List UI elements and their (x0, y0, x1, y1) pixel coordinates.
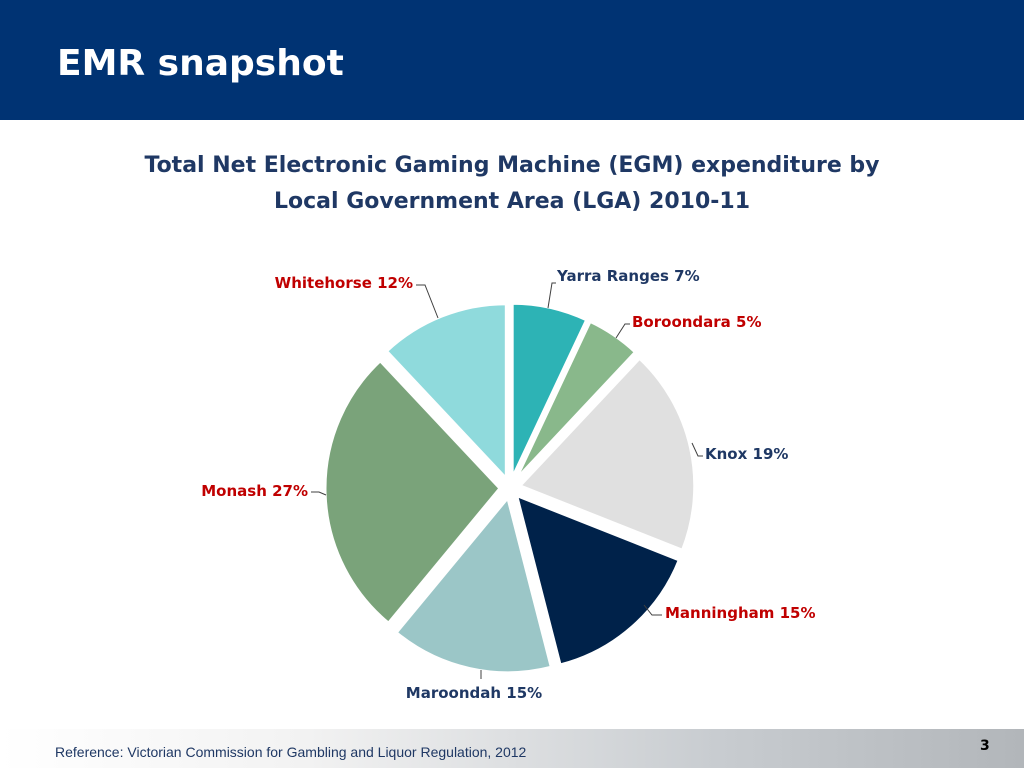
pie-slice-monash (323, 358, 503, 626)
page-number: 3 (980, 738, 990, 754)
leader-line-yarra-ranges (547, 282, 556, 309)
leader-line-knox (691, 442, 703, 457)
slice-label-yarra-ranges: Yarra Ranges 7% (556, 267, 700, 285)
slide-title: EMR snapshot (57, 43, 344, 84)
pie-slice-yarra-ranges (510, 301, 589, 479)
pie-slice-boroondara (514, 319, 638, 481)
pie-slice-whitehorse (384, 302, 508, 483)
slide-header: EMR snapshot (0, 0, 1024, 120)
reference-text: Reference: Victorian Commission for Gamb… (55, 744, 527, 760)
leader-line-monash (311, 491, 327, 496)
pie-slice-knox (517, 356, 697, 553)
chart-title-line-2: Local Government Area (LGA) 2010-11 (274, 189, 750, 214)
slice-label-boroondara: Boroondara 5% (632, 313, 762, 331)
chart-title-line-1: Total Net Electronic Gaming Machine (EGM… (144, 153, 880, 178)
leader-line-boroondara (615, 323, 630, 339)
leader-line-whitehorse (416, 284, 439, 319)
slice-label-manningham: Manningham 15% (665, 604, 816, 622)
slice-label-maroondah: Maroondah 15% (406, 684, 542, 702)
pie-slice-manningham (514, 493, 682, 667)
leader-line-manningham (643, 604, 662, 616)
slice-label-monash: Monash 27% (201, 482, 308, 500)
chart-title: Total Net Electronic Gaming Machine (EGM… (112, 148, 912, 220)
pie-slice-maroondah (394, 494, 554, 675)
slide-footer: Reference: Victorian Commission for Gamb… (0, 729, 1024, 768)
slice-label-knox: Knox 19% (705, 445, 788, 463)
slice-label-whitehorse: Whitehorse 12% (275, 274, 413, 292)
